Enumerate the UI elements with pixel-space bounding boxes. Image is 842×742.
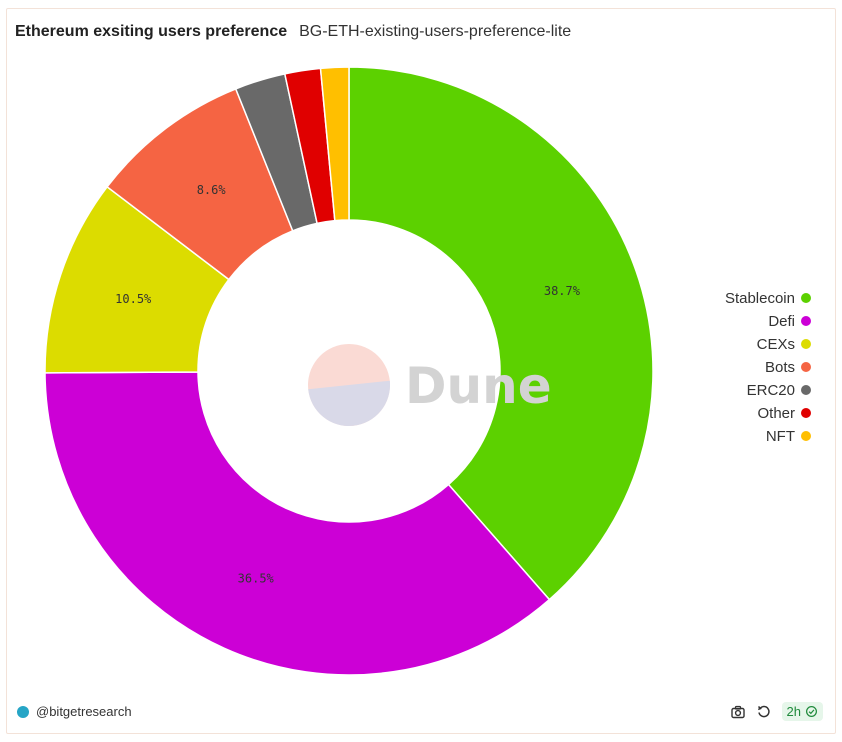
legend-label: Bots: [764, 358, 795, 376]
legend-swatch: [801, 408, 811, 418]
legend-item-cexs[interactable]: CEXs: [757, 335, 811, 353]
legend-swatch: [801, 293, 811, 303]
legend-label: NFT: [765, 427, 795, 445]
legend-label: CEXs: [756, 335, 795, 353]
legend-item-erc20[interactable]: ERC20: [747, 381, 811, 399]
legend-item-defi[interactable]: Defi: [768, 312, 811, 330]
chart-legend: Stablecoin Defi CEXs Bots ERC20 Other NFT: [725, 289, 811, 445]
chart-title: Ethereum exsiting users preference: [15, 23, 288, 40]
slice-nft[interactable]: [319, 66, 350, 222]
watermark-text: Dune: [405, 357, 552, 415]
legend-label: ERC20: [746, 381, 795, 399]
query-name[interactable]: BG-ETH-existing-users-preference-lite: [299, 23, 572, 40]
slice-label-cexs: 10.5%: [115, 292, 152, 306]
camera-icon[interactable]: [730, 704, 746, 720]
check-circle-icon: [806, 706, 817, 717]
slice-defi[interactable]: [44, 371, 551, 676]
age-badge: 2h: [781, 702, 823, 721]
refresh-icon[interactable]: [756, 704, 772, 720]
slice-group: [44, 66, 654, 676]
creator-name[interactable]: @bitgetresearch: [36, 704, 132, 719]
slice-label-stablecoin: 38.7%: [544, 284, 581, 298]
legend-label: Other: [757, 404, 795, 422]
age-text: 2h: [786, 704, 801, 719]
legend-item-stablecoin[interactable]: Stablecoin: [725, 289, 811, 307]
chart-card: Ethereum exsiting users preference BG-ET…: [6, 8, 836, 734]
legend-swatch: [801, 316, 811, 326]
legend-label: Stablecoin: [724, 289, 795, 307]
slice-label-defi: 36.5%: [238, 572, 275, 586]
label-group: 38.7% 36.5% 10.5% 8.6%: [115, 183, 581, 585]
legend-item-bots[interactable]: Bots: [765, 358, 811, 376]
legend-item-other[interactable]: Other: [757, 404, 811, 422]
donut-chart: Dune 38.7% 36.5% 10.5% 8.6%: [44, 66, 654, 676]
watermark-logo-bottom: [308, 380, 391, 427]
legend-swatch: [801, 431, 811, 441]
slice-stablecoin[interactable]: [348, 66, 654, 601]
footer-actions: 2h: [730, 702, 823, 721]
creator-badge[interactable]: @bitgetresearch: [17, 704, 132, 719]
dune-watermark: Dune: [308, 344, 552, 427]
slice-label-bots: 8.6%: [197, 183, 227, 197]
legend-item-nft[interactable]: NFT: [766, 427, 811, 445]
legend-swatch: [801, 385, 811, 395]
chart-header: Ethereum exsiting users preference BG-ET…: [15, 21, 571, 43]
creator-avatar-icon: [17, 705, 29, 718]
legend-swatch: [801, 362, 811, 372]
legend-label: Defi: [768, 312, 795, 330]
legend-swatch: [801, 339, 811, 349]
